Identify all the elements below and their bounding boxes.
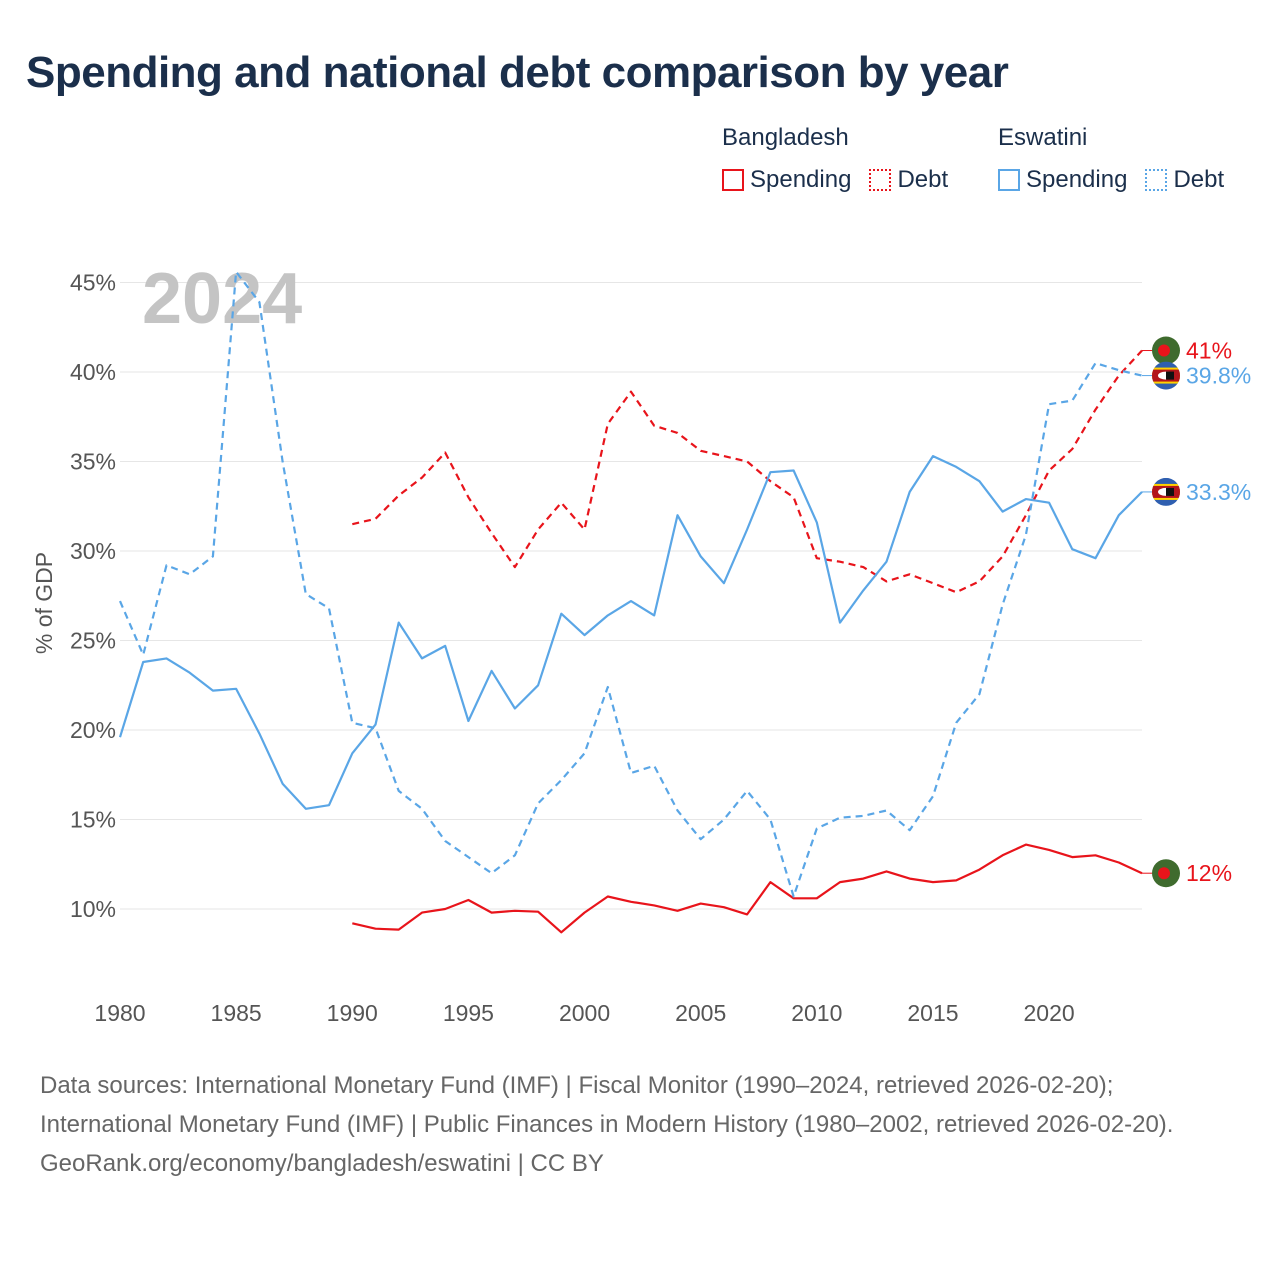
solid-line-swatch-icon bbox=[998, 169, 1020, 191]
x-tick-label: 1995 bbox=[443, 1000, 494, 1026]
bangladesh-flag-icon bbox=[1152, 859, 1180, 888]
end-value-label: 41% bbox=[1186, 338, 1232, 364]
series-line bbox=[118, 270, 1143, 898]
dotted-line-swatch-icon bbox=[869, 169, 892, 191]
legend-eswatini: Spending Debt bbox=[998, 166, 1242, 194]
year-watermark: 2024 bbox=[142, 259, 302, 339]
y-tick-label: 15% bbox=[70, 807, 116, 833]
y-tick-label: 35% bbox=[70, 449, 116, 475]
x-tick-label: 2000 bbox=[559, 1000, 610, 1026]
legend-group-eswatini: Eswatini bbox=[998, 124, 1088, 151]
series-line bbox=[118, 455, 1143, 810]
legend-label: Spending bbox=[750, 166, 852, 193]
data-sources: Data sources: International Monetary Fun… bbox=[40, 1072, 1174, 1138]
legend-group-bangladesh: Bangladesh bbox=[722, 124, 849, 151]
y-tick-label: 20% bbox=[70, 717, 116, 743]
y-axis-label: % of GDP bbox=[31, 552, 57, 654]
line-chart: 2024 10% 15% 20% 25% 30% 35% 40% 45% 1980 1985 19… bbox=[31, 259, 1251, 1026]
legend-label: Spending bbox=[1026, 166, 1128, 193]
x-tick-label: 2010 bbox=[791, 1000, 842, 1026]
legend-label: Debt bbox=[1173, 166, 1225, 193]
dotted-line-swatch-icon bbox=[1145, 169, 1168, 191]
chart-title: Spending and national debt comparison by… bbox=[26, 48, 1009, 97]
legend-item-bangladesh-debt[interactable]: Debt bbox=[869, 166, 948, 194]
end-value-label: 39.8% bbox=[1186, 363, 1251, 389]
legend-item-eswatini-debt[interactable]: Debt bbox=[1145, 166, 1224, 194]
footer: Data sources: International Monetary Fun… bbox=[40, 1066, 1240, 1183]
eswatini-flag-icon bbox=[1152, 477, 1180, 506]
x-tick-label: 2015 bbox=[907, 1000, 958, 1026]
x-tick-label: 1985 bbox=[211, 1000, 262, 1026]
end-value-label: 33.3% bbox=[1186, 479, 1251, 505]
eswatini-flag-icon bbox=[1152, 361, 1180, 390]
end-value-label: 12% bbox=[1186, 860, 1232, 886]
legend-item-bangladesh-spending[interactable]: Spending bbox=[722, 166, 851, 194]
series-line bbox=[352, 349, 1143, 594]
y-tick-label: 10% bbox=[70, 896, 116, 922]
y-tick-label: 45% bbox=[70, 270, 116, 296]
legend-item-eswatini-spending[interactable]: Spending bbox=[998, 166, 1127, 194]
y-tick-label: 30% bbox=[70, 538, 116, 564]
x-tick-label: 1980 bbox=[94, 1000, 145, 1026]
y-tick-label: 40% bbox=[70, 359, 116, 385]
solid-line-swatch-icon bbox=[722, 169, 744, 191]
legend-bangladesh: Spending Debt bbox=[722, 166, 966, 194]
series-line bbox=[352, 843, 1143, 934]
x-tick-label: 2020 bbox=[1024, 1000, 1075, 1026]
x-tick-label: 2005 bbox=[675, 1000, 726, 1026]
legend-label: Debt bbox=[897, 166, 949, 193]
x-tick-label: 1990 bbox=[327, 1000, 378, 1026]
bangladesh-flag-icon bbox=[1152, 336, 1180, 365]
y-tick-label: 25% bbox=[70, 628, 116, 654]
credit-link[interactable]: GeoRank.org/economy/bangladesh/eswatini … bbox=[40, 1150, 604, 1177]
